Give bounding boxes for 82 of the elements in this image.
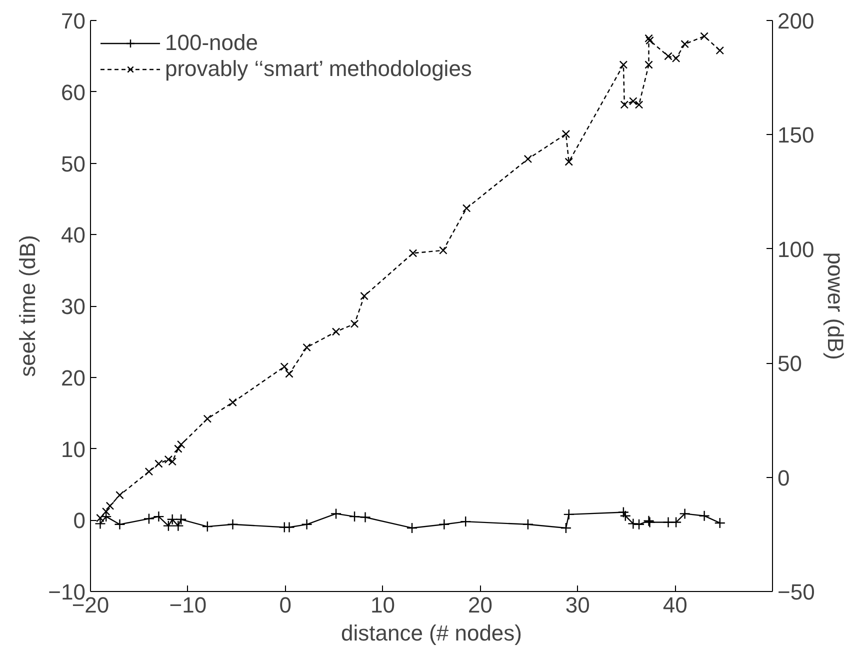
point	[619, 60, 628, 69]
point	[153, 510, 164, 522]
y-tick-label: 10	[61, 436, 86, 462]
y-axis-title: seek time (dB)	[15, 235, 40, 377]
point	[670, 516, 682, 528]
point	[284, 522, 295, 533]
point	[620, 510, 631, 522]
point	[560, 522, 572, 534]
point	[714, 517, 726, 529]
point	[360, 292, 368, 300]
point	[439, 246, 448, 254]
point	[700, 32, 708, 40]
point	[332, 328, 340, 336]
y2-tick-label: 150	[778, 122, 814, 148]
point	[330, 508, 342, 520]
point	[634, 100, 644, 109]
point	[350, 320, 359, 328]
point	[633, 518, 645, 530]
y-tick-label: 60	[61, 80, 86, 105]
point	[168, 457, 176, 466]
point	[562, 130, 570, 138]
x-tick-label: 40	[662, 592, 688, 618]
x-tick-label: 20	[468, 592, 492, 618]
y2-tick-label: 50	[778, 351, 802, 376]
point	[716, 46, 724, 55]
point	[438, 518, 450, 530]
point	[522, 518, 534, 530]
point	[618, 506, 630, 518]
point	[524, 154, 532, 164]
point	[280, 362, 289, 371]
point	[406, 522, 418, 534]
y-tick-label: 20	[61, 365, 86, 390]
legend-label: 100-node	[165, 30, 258, 56]
point	[285, 370, 294, 378]
x-tick-label: 30	[565, 592, 590, 618]
point	[564, 158, 574, 166]
point	[228, 398, 237, 406]
point	[114, 518, 126, 530]
y-tick-label: 40	[61, 222, 86, 248]
point	[143, 513, 155, 524]
point	[646, 36, 654, 45]
y2-tick-label: 100	[778, 236, 814, 262]
point	[203, 414, 212, 423]
point	[628, 518, 639, 530]
point	[662, 516, 674, 528]
point	[462, 204, 471, 212]
point	[227, 518, 238, 530]
point	[174, 444, 182, 453]
point	[680, 40, 689, 48]
x-tick-label: 0	[279, 592, 292, 618]
point	[176, 440, 186, 449]
x-tick-label: 10	[370, 592, 396, 618]
point	[679, 508, 690, 520]
point	[348, 510, 360, 522]
y-tick-label: 30	[61, 294, 86, 319]
y-tick-label: 0	[73, 508, 86, 534]
point	[202, 520, 214, 532]
x-axis-title: distance (# nodes)	[341, 620, 522, 646]
y2-tick-label: 200	[778, 8, 814, 34]
point	[360, 512, 371, 523]
y2-tick-label: −50	[778, 580, 815, 604]
point	[629, 97, 638, 106]
y-tick-label: 50	[61, 151, 86, 176]
y2-tick-label: 0	[778, 465, 790, 490]
legend-label: provably ‘‘smart’ methodologies	[165, 56, 472, 82]
point	[164, 455, 173, 464]
point	[644, 34, 653, 42]
point	[154, 460, 163, 468]
point	[620, 100, 629, 109]
point	[563, 508, 574, 520]
point	[116, 491, 124, 500]
point	[144, 467, 154, 476]
point	[408, 249, 418, 258]
point	[302, 343, 311, 352]
point	[301, 518, 312, 530]
point	[460, 516, 472, 528]
y-tick-label: 70	[61, 8, 86, 34]
point	[698, 510, 710, 522]
point	[106, 502, 114, 510]
x-tick-label: −10	[169, 592, 207, 618]
point	[644, 60, 653, 69]
y2-axis-title: power (dB)	[822, 252, 848, 360]
